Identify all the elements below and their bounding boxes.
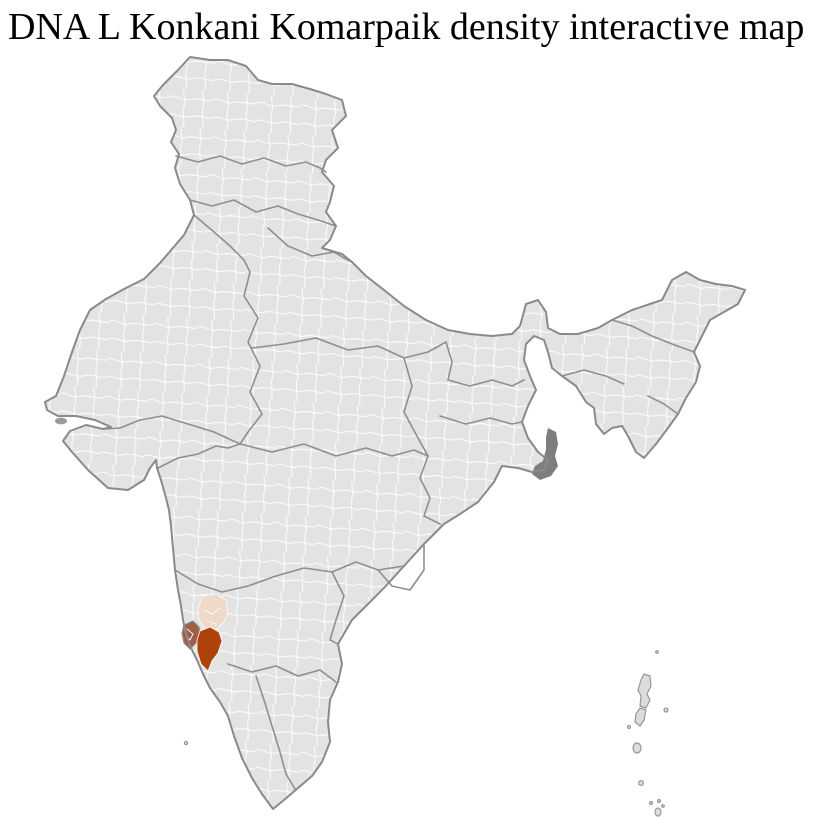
state-line-chhattisgarh-odisha (419, 455, 441, 525)
map-title: DNA L Konkani Komarpaik density interact… (8, 6, 805, 48)
state-line-assam-manipur (647, 395, 679, 415)
state-line-bihar-jharkhand (447, 379, 525, 387)
state-line-telangana-ap (377, 543, 425, 591)
region-goa[interactable] (181, 620, 201, 650)
state-line-rajasthan-gujarat (103, 415, 241, 445)
state-line-rajasthan-east (239, 271, 263, 445)
state-line-punjab-haryana (193, 214, 251, 273)
region-uttara-kannada[interactable] (196, 626, 223, 672)
state-line-kerala-tamilnadu (255, 675, 296, 790)
state-line-gujarat-maharashtra (157, 443, 241, 469)
region-south-24-parganas[interactable] (532, 428, 558, 480)
region-belgaum-district-lines (203, 607, 221, 625)
andaman-west-islet (626, 724, 632, 730)
nicobar-islet-1 (648, 800, 654, 806)
state-line-uk-up (267, 227, 353, 263)
little-andaman-island (632, 742, 642, 754)
state-line-karnataka-tamilnadu (227, 663, 337, 683)
andaman-south-island (634, 707, 647, 727)
car-nicobar-island (637, 779, 644, 786)
highlight-regions (55, 417, 558, 672)
lakshadweep-islet (183, 740, 189, 746)
andaman-north-islet (655, 650, 659, 654)
region-kutch-islet[interactable] (55, 417, 67, 425)
state-line-karnataka-ap (329, 571, 345, 645)
state-line-mp-chhattisgarh (403, 357, 429, 457)
great-nicobar-island (654, 807, 662, 817)
state-line-up-bihar (445, 341, 453, 381)
state-line-assam-arunachal (611, 319, 695, 353)
state-line-mp-maharashtra (239, 443, 429, 457)
district-boundaries-layer (45, 57, 745, 809)
andaman-east-islet (663, 707, 669, 713)
state-line-assam-meghalaya (561, 369, 625, 385)
state-line-maharashtra-south (174, 561, 405, 593)
nicobar-islet-3 (661, 804, 665, 808)
state-line-jharkhand-odisha (439, 415, 523, 425)
nicobar-islet-2 (656, 798, 662, 804)
andaman-north-middle-island (637, 673, 652, 709)
state-boundaries (103, 155, 695, 790)
state-line-up-mp (251, 337, 447, 359)
island-groups (183, 650, 669, 817)
state-line-hp-south (189, 199, 337, 227)
state-line-jk-south (175, 155, 327, 173)
